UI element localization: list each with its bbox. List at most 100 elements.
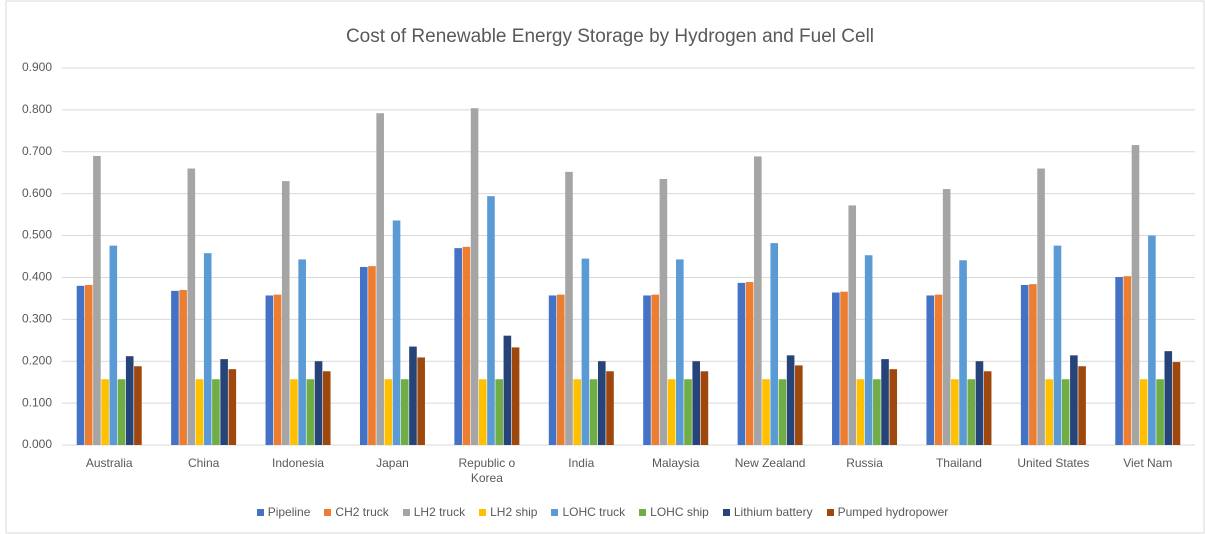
bar (1172, 362, 1181, 445)
bar (1045, 379, 1054, 445)
legend-swatch (551, 508, 559, 516)
bar (951, 379, 959, 445)
legend-item: Pumped hydropower (826, 505, 948, 519)
bar (298, 259, 306, 445)
x-tick-label: United States (1017, 456, 1090, 470)
legend: Pipeline CH2 truck LH2 truck LH2 ship LOHC t… (0, 505, 1205, 519)
legend-label: LH2 ship (490, 505, 538, 519)
y-tick-label: 0.700 (22, 144, 52, 158)
bar (737, 282, 746, 445)
bar (934, 294, 943, 445)
bar (171, 290, 179, 445)
bar (959, 260, 967, 445)
bar (983, 371, 992, 445)
legend-swatch (479, 508, 487, 516)
bar (1020, 284, 1029, 445)
bar (1148, 235, 1156, 445)
bar (203, 253, 212, 445)
y-tick-label: 0.400 (22, 270, 52, 284)
bar (573, 379, 581, 445)
bar (306, 379, 315, 445)
bar (93, 155, 101, 445)
bar (786, 355, 795, 445)
bar (400, 379, 409, 445)
bar (606, 371, 614, 445)
legend-swatch (826, 508, 834, 516)
legend-swatch (324, 508, 332, 516)
bar (975, 361, 984, 445)
bar (700, 371, 709, 445)
bar (778, 379, 787, 445)
bar (487, 196, 495, 445)
bar (84, 284, 93, 445)
y-tick-label: 0.300 (22, 312, 52, 326)
bar (832, 292, 840, 445)
bar (503, 335, 512, 445)
y-tick-label: 0.600 (22, 186, 52, 200)
bar (942, 189, 951, 445)
bar (376, 113, 384, 446)
bar (856, 379, 865, 445)
bar (117, 379, 126, 445)
bar (1078, 366, 1086, 445)
chart-title: Cost of Renewable Energy Storage by Hydr… (346, 26, 874, 47)
bar (179, 290, 187, 445)
bar (273, 294, 282, 445)
y-tick-label: 0.900 (22, 60, 52, 74)
bar (478, 379, 487, 445)
legend-item: LOHC ship (639, 505, 709, 519)
bar (556, 294, 565, 445)
bar (314, 361, 323, 445)
bar (392, 220, 401, 445)
x-tick-label: Russia (846, 456, 883, 470)
x-tick-label: Australia (85, 456, 133, 470)
bar (134, 366, 142, 445)
bar (462, 246, 471, 445)
bar (290, 379, 298, 445)
bar (684, 379, 692, 445)
bar (1123, 276, 1132, 445)
x-tick-label: Indonesia (272, 456, 325, 470)
bar (1131, 145, 1140, 445)
legend-label: Lithium battery (733, 505, 813, 519)
bar (667, 379, 676, 445)
bar (840, 291, 848, 445)
bar (187, 168, 196, 446)
bar (651, 294, 660, 445)
x-tick-label: Japan (376, 456, 409, 470)
x-tick-label: Republic o Korea (458, 456, 516, 485)
y-tick-label: 0.100 (22, 395, 52, 409)
bar (967, 379, 976, 445)
y-tick-label: 0.800 (22, 102, 52, 116)
legend-item: Pipeline (256, 505, 311, 519)
bar (495, 379, 503, 445)
bar (581, 258, 590, 445)
bar (265, 295, 274, 445)
bar (1061, 379, 1070, 445)
bar (409, 346, 417, 445)
bar (548, 295, 557, 445)
legend-swatch (722, 508, 730, 516)
legend-label: Pipeline (267, 505, 311, 519)
legend-swatch (256, 508, 264, 516)
bar (359, 266, 368, 445)
bar (76, 285, 85, 445)
x-tick-label: New Zealand (734, 456, 806, 470)
chart-frame (5, 0, 1205, 534)
legend-item: CH2 truck (324, 505, 389, 519)
bar (926, 295, 935, 445)
bar (864, 255, 873, 445)
x-tick-label: China (187, 456, 220, 470)
bar (322, 371, 331, 445)
bar (1053, 245, 1062, 445)
bar (889, 369, 898, 445)
bar (1139, 379, 1148, 445)
bar (101, 379, 109, 445)
bar (417, 357, 425, 445)
legend-label: LH2 truck (413, 505, 466, 519)
legend-item: Lithium battery (722, 505, 813, 519)
bar (659, 179, 668, 445)
x-tick-label: Viet Nam (1123, 456, 1173, 470)
legend-item: LOHC truck (551, 505, 625, 519)
